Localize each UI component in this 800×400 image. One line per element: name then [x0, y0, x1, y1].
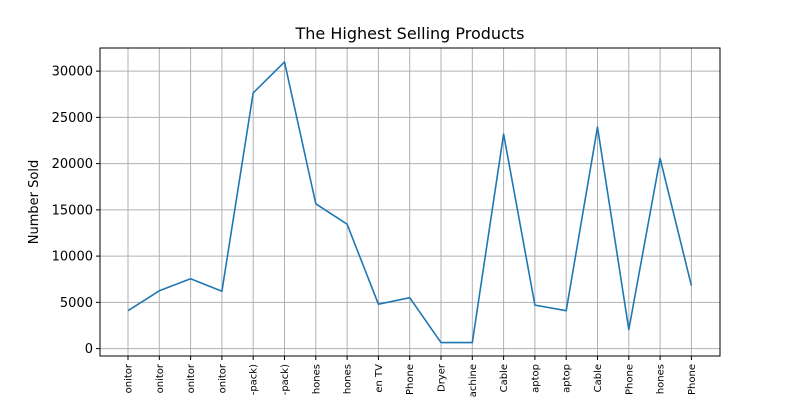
x-tick-label: hones — [656, 364, 667, 394]
x-tick-label: onitor — [124, 363, 135, 393]
y-tick-label: 25000 — [52, 111, 93, 126]
x-tick-label: Phone — [405, 364, 416, 395]
x-tick-label: achine — [468, 364, 479, 397]
x-tick-label: hones — [343, 364, 354, 394]
x-tick-label: Phone — [624, 364, 635, 395]
y-tick-label: 0 — [85, 342, 93, 357]
y-tick-label: 5000 — [60, 296, 93, 311]
x-tick-label: onitor — [217, 363, 228, 393]
y-tick-label: 15000 — [52, 203, 93, 218]
x-tick-label: Phone — [687, 364, 698, 395]
chart-title: The Highest Selling Products — [295, 24, 525, 43]
x-tick-label: onitor — [155, 363, 166, 393]
x-tick-label: en TV — [374, 364, 385, 393]
y-tick-label: 20000 — [52, 157, 93, 172]
x-axis: onitor onitor onitor onitor -pack) -pack) hone… — [124, 356, 698, 397]
x-tick-label: aptop — [562, 364, 573, 393]
series-line — [127, 61, 693, 344]
x-tick-label: Cable — [499, 364, 510, 392]
y-axis-label: Number Sold — [27, 160, 42, 244]
x-tick-label: Dryer — [437, 363, 448, 392]
y-tick-label: 30000 — [52, 65, 93, 80]
x-tick-label: onitor — [186, 363, 197, 393]
x-tick-label: -pack) — [249, 364, 260, 395]
x-tick-label: hones — [311, 364, 322, 394]
x-tick-label: Cable — [593, 364, 604, 392]
x-tick-label: aptop — [530, 364, 541, 393]
y-tick-label: 10000 — [52, 250, 93, 265]
x-tick-label: -pack) — [280, 364, 291, 395]
y-axis: 0 5000 10000 15000 20000 25000 30000 — [52, 65, 100, 357]
series-layer — [127, 61, 693, 344]
